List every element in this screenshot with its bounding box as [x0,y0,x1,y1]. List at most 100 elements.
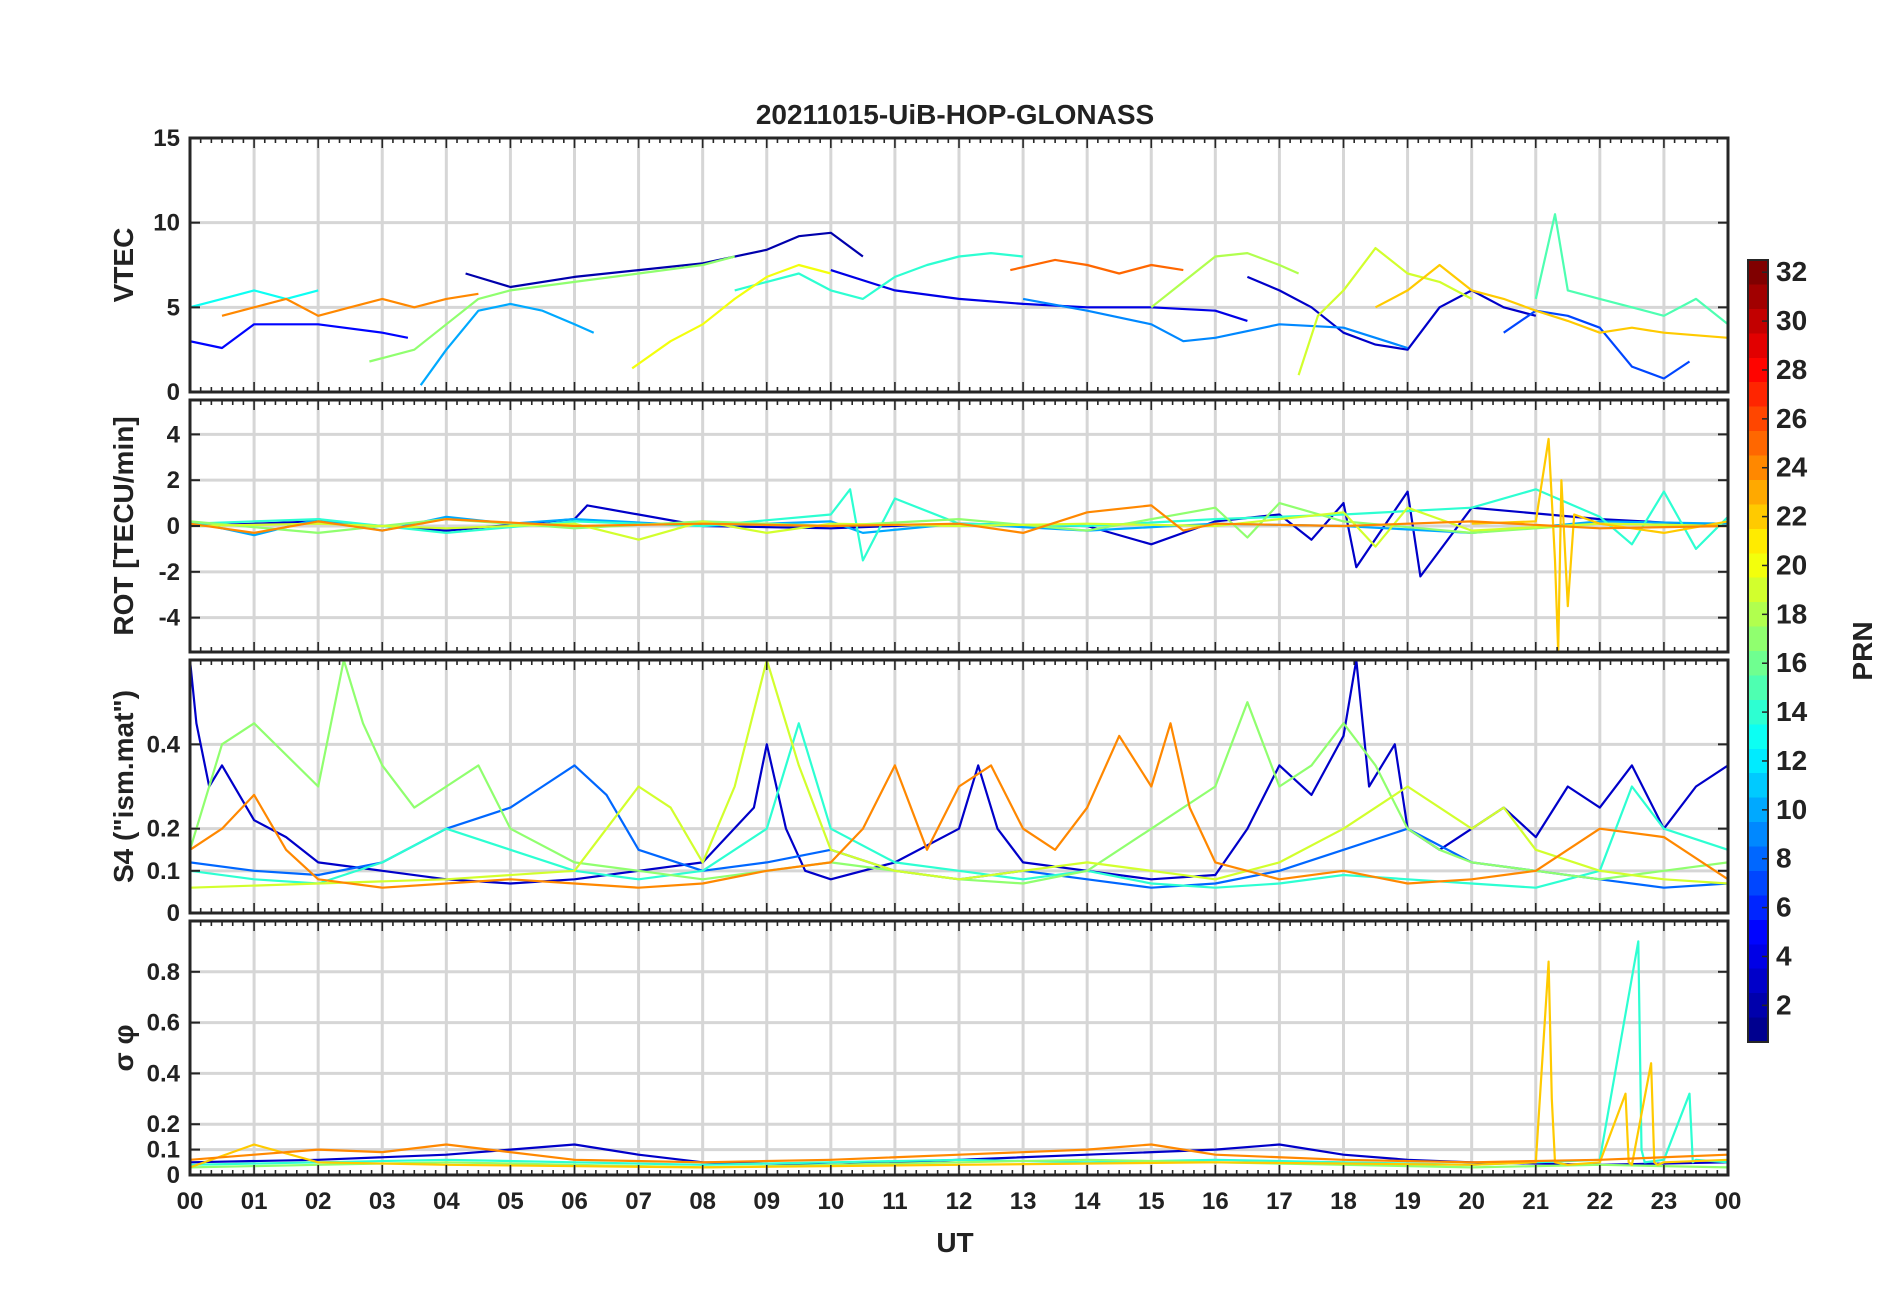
series-line-prn-14 [734,252,1024,300]
x-tick-label: 06 [561,1188,588,1215]
series-line-prn-24 [190,504,1728,534]
y-tick-label: 2 [167,467,180,494]
y-tick-label: -2 [159,559,180,586]
series-line-prn-9 [1022,297,1408,350]
y-tick-label: 0 [167,379,180,406]
x-tick-label: 20 [1458,1188,1485,1215]
panel-sigma-phi: 00.10.2 0.4 0.6 0.8 σ φ [108,919,1730,1189]
y-tick-label: 4 [167,421,181,448]
y-axis-title-vtec: VTEC [108,228,139,303]
y-tick-label: -4 [159,605,181,632]
colorbar-tick-label: 16 [1776,647,1807,678]
series-line-prn-13 [190,289,319,309]
colorbar-label: PRN [1847,621,1878,680]
series-line-prn-2 [465,231,864,289]
series-line-prn-20 [631,263,832,370]
panel-vtec: 0 5 10 15 VTEC [108,125,1730,406]
x-tick-label: 05 [497,1188,524,1215]
x-tick-label: 00 [1715,1188,1742,1215]
x-tick-label: 16 [1202,1188,1229,1215]
series-line-prn-19 [1297,247,1473,376]
x-tick-label: 21 [1522,1188,1549,1215]
colorbar-tick-label: 24 [1776,452,1808,483]
series-line-prn-22 [1374,263,1728,339]
series-line-prn-18 [1150,252,1300,309]
y-tick-label: 0.8 [147,959,180,986]
x-tick-label: 00 [177,1188,204,1215]
colorbar-tick-label: 20 [1776,549,1807,580]
x-tick-label: 19 [1394,1188,1421,1215]
panel-ticks [189,660,1729,914]
colorbar-tick-label: 18 [1776,598,1807,629]
panel-ticks [189,400,1729,652]
y-tick-label: 10 [153,210,180,237]
x-tick-label: 07 [625,1188,652,1215]
x-tick-label: 17 [1266,1188,1293,1215]
colorbar-tick-label: 32 [1776,256,1807,287]
series-line-prn-24 [221,292,479,317]
colorbar-tick-label: 12 [1776,745,1807,776]
series-line-prn-24 [190,1143,1728,1164]
x-tick-label: 08 [689,1188,716,1215]
panel-series [190,940,1728,1169]
x-tick-label: 09 [753,1188,780,1215]
x-tick-label: 18 [1330,1188,1357,1215]
y-tick-label: 0.1 [147,1137,180,1164]
series-line-prn-25 [1010,258,1184,275]
panel-series [190,437,1728,652]
series-line-prn-17 [369,255,735,363]
colorbar-tick-label: 4 [1776,940,1792,971]
panel-ticks [189,137,1729,393]
y-tick-label: 0 [167,900,180,927]
colorbar-tick-label: 28 [1776,354,1807,385]
series-line-prn-19 [190,660,1728,889]
x-tick-label: 23 [1651,1188,1678,1215]
panel-series [190,213,1728,386]
y-tick-label: 0.1 [147,858,180,885]
colorbar-tick-label: 10 [1776,794,1807,825]
series-line-prn-14 [190,722,1728,889]
x-tick-labels: 00 01 02 03 04 05 06 07 08 09 10 11 12 13 14 15 16 17 18 19… [177,1188,1742,1215]
series-line-prn-5 [190,323,409,350]
y-axis-title-s4: S4 ("ism.mat") [108,690,139,883]
x-axis-title: UT [936,1227,973,1258]
series-line-prn-22 [1471,437,1728,652]
colorbar-tick-label: 2 [1776,989,1792,1020]
colorbar-tick-label: 30 [1776,305,1807,336]
x-tick-label: 11 [882,1188,907,1215]
x-tick-label: 14 [1074,1188,1101,1215]
y-tick-label: 0.2 [147,816,180,843]
x-tick-label: 04 [433,1188,460,1215]
x-tick-label: 10 [817,1188,844,1215]
chart-title: 20211015-UiB-HOP-GLONASS [756,99,1154,130]
y-tick-label: 0 [167,1162,180,1189]
y-tick-label: 5 [167,294,180,321]
y-tick-label: 0.2 [147,1111,180,1138]
panel-ticks [189,921,1729,1176]
x-tick-label: 15 [1138,1188,1165,1215]
x-tick-label: 12 [946,1188,973,1215]
y-axis-title-sigma-phi: σ φ [108,1025,139,1072]
panel-grid [188,921,1730,1177]
y-tick-label: 0.4 [147,731,181,758]
y-tick-label: 0 [167,513,180,540]
y-axis-title-rot: ROT [TECU/min] [108,416,139,635]
panel-s4: 0 0.1 0.2 0.4 S4 ("ism.mat") [108,658,1730,927]
colorbar-scale [1747,259,1769,1043]
x-tick-label: 02 [305,1188,332,1215]
y-tick-label: 0.4 [147,1060,181,1087]
y-tick-label: 0.6 [147,1010,180,1037]
series-line-prn-24 [190,722,1728,889]
colorbar-tick-label: 8 [1776,843,1792,874]
x-tick-label: 01 [241,1188,268,1215]
colorbar-tick-label: 6 [1776,892,1792,923]
x-tick-label: 13 [1010,1188,1037,1215]
colorbar-tick-label: 26 [1776,403,1807,434]
series-line-prn-3 [1246,275,1537,351]
panel-rot: -4 -2 0 2 4 ROT [TECU/min] [108,398,1730,654]
y-tick-label: 15 [153,125,180,152]
